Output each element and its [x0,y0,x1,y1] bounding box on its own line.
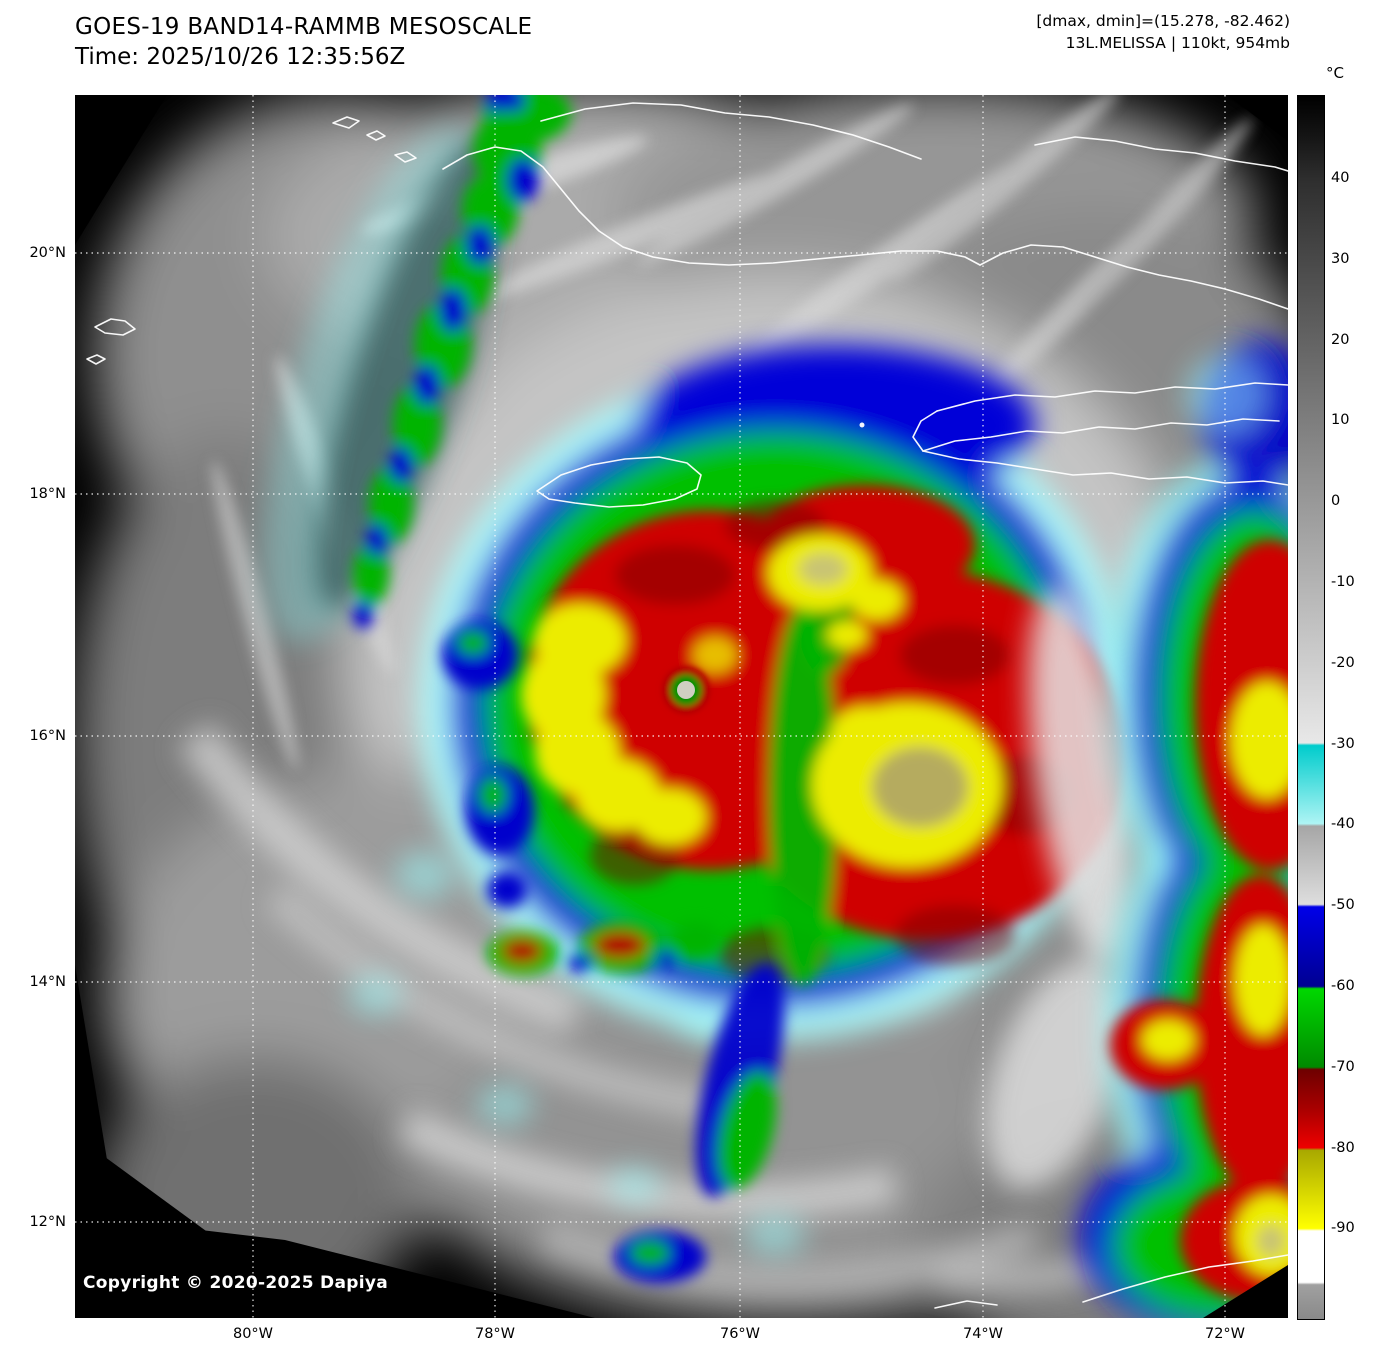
colorbar-tick-label: -70 [1331,1058,1355,1075]
graticule [75,95,1288,1318]
product-title: GOES-19 BAND14-RAMMB MESOSCALE [75,14,533,40]
colorbar-tick-label: 30 [1331,250,1350,267]
satellite-image [75,95,1288,1318]
longitude-label: 74°W [962,1326,1004,1342]
latitude-label: 16°N [29,728,66,744]
south-cells [487,921,784,1283]
header-right: [dmax, dmin]=(15.278, -82.462) 13L.MELIS… [1036,10,1290,54]
colorbar-tick-label: -90 [1331,1220,1355,1237]
copyright: Copyright © 2020-2025 Dapiya [83,1273,388,1293]
longitude-label: 76°W [719,1326,761,1342]
hurricane-core [521,485,1125,985]
latitude-label: 14°N [29,974,66,990]
latitude-label: 18°N [29,486,66,502]
colorbar-tick-label: -40 [1331,816,1355,833]
colorbar [1297,95,1325,1320]
longitude-label: 72°W [1204,1326,1246,1342]
header-left: GOES-19 BAND14-RAMMB MESOSCALE Time: 202… [75,12,532,72]
dmax-dmin-readout: [dmax, dmin]=(15.278, -82.462) [1036,12,1290,30]
latitude-label: 20°N [29,245,66,261]
scan-edges [75,95,1288,1318]
colorbar-tick-label: -80 [1331,1139,1355,1156]
latitude-label: 12°N [29,1214,66,1230]
colorbar-tick-label: -20 [1331,654,1355,671]
timestamp: Time: 2025/10/26 12:35:56Z [75,44,406,70]
longitude-label: 80°W [232,1326,274,1342]
west-cells [442,621,534,908]
colorbar-tick-label: 20 [1331,331,1350,348]
eye-center [677,681,695,699]
colorbar-tick-label: -10 [1331,574,1355,590]
colorbar-tick-label: 10 [1331,412,1350,429]
longitude-label: 78°W [474,1326,516,1342]
east-convection-cores [1110,540,1288,1302]
coastlines [86,102,1288,1309]
nw-band-cells [353,95,571,629]
colorbar-tick-label: 40 [1331,170,1350,186]
colorbar-tick-label: -50 [1331,897,1355,914]
colorbar-tick-label: -60 [1331,978,1355,994]
storm-info: 13L.MELISSA | 110kt, 954mb [1065,34,1290,52]
colorbar-tick-label: 0 [1331,493,1341,510]
colorbar-unit-label: °C [1326,64,1344,82]
colorbar-tick-label: -30 [1331,735,1355,752]
map-area: Copyright © 2020-2025 Dapiya [75,95,1288,1318]
